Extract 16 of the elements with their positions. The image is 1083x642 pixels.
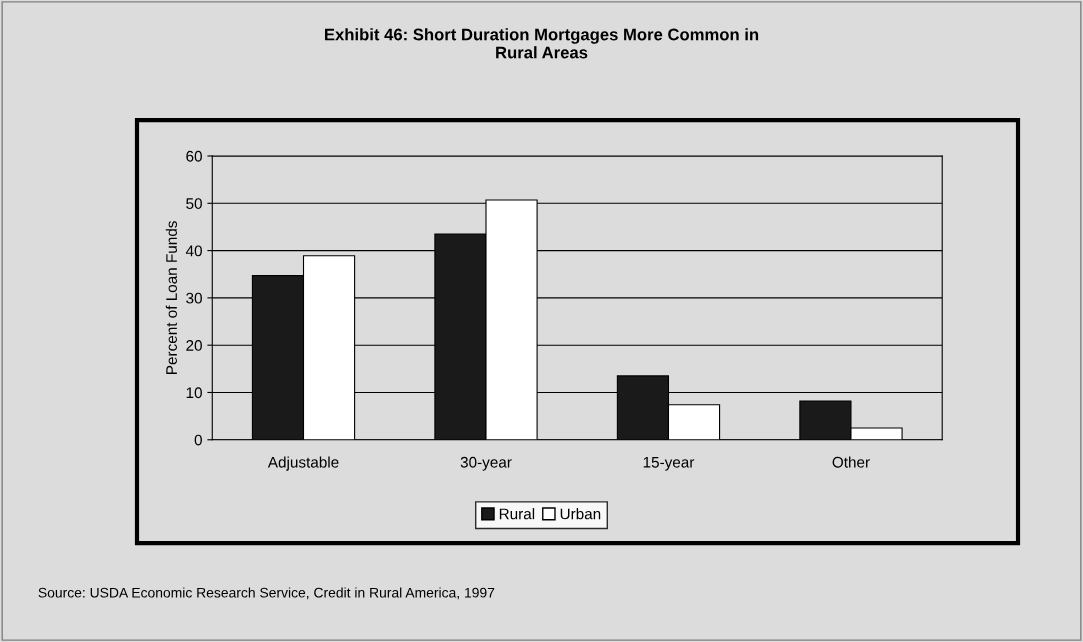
x-tick-label: 15-year [643, 457, 695, 471]
legend-label: Urban [560, 508, 601, 520]
legend-label: Rural [499, 508, 535, 520]
y-tick-label: 50 [186, 198, 202, 209]
x-tick-label: Adjustable [267, 456, 339, 471]
y-tick-label: 40 [185, 245, 202, 257]
y-tick-label: 20 [186, 340, 202, 351]
y-tick-label: 60 [186, 150, 202, 162]
chart-title: Exhibit 46: Short Duration Mortgages More Common in Rural Areas [325, 28, 759, 59]
x-tick-label: Other [832, 456, 870, 468]
y-axis-title: Percent of Loan Funds [165, 221, 177, 374]
source-note: Source: USDA Economic Research Service, Credit in Rural America, 1997 [38, 587, 495, 600]
y-tick-label: 30 [186, 292, 202, 304]
y-tick-label: 0 [194, 434, 202, 446]
y-tick-label: 10 [186, 387, 202, 399]
x-tick-label: 30-year [460, 456, 512, 471]
